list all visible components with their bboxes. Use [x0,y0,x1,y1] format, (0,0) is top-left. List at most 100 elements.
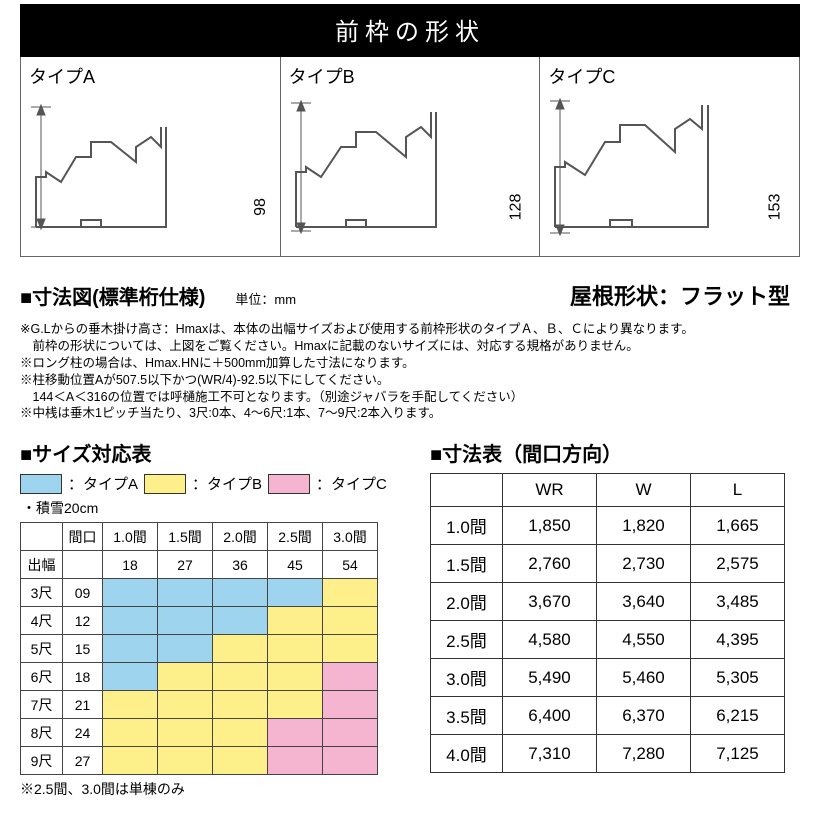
note-line: ※G.Lからの垂木掛け高さ：Hmaxは、本体の出幅サイズおよび使用する前枠形状の… [20,321,800,338]
grid-colnum: 45 [268,551,323,579]
grid-cell [158,691,213,719]
grid-cell [158,719,213,747]
dim-table-title: ■寸法表（間口方向） [430,438,800,467]
dim-cell: 3,670 [503,583,597,621]
dim-cell: 1.0間 [431,507,503,545]
diagram-row: タイプA 98 タイプB [20,57,800,257]
dim-cell: 7,125 [691,735,785,773]
dim-header: W [597,474,691,507]
dim-header: WR [503,474,597,507]
grid-cell [323,719,378,747]
grid-cell [158,663,213,691]
roof-shape-label: 屋根形状：フラット型 [570,279,790,311]
type-a-label: タイプA [29,63,95,89]
dim-header: L [691,474,785,507]
grid-colnum: 36 [213,551,268,579]
profile-a-icon [31,97,211,247]
grid-rowlabel: 8尺 [21,719,63,747]
dim-cell: 6,400 [503,697,597,735]
dim-cell: 3,485 [691,583,785,621]
grid-cell [158,635,213,663]
grid-rownum: 12 [63,607,103,635]
dim-cell: 6,215 [691,697,785,735]
diagram-type-c: タイプC 153 [540,57,800,257]
grid-cell [323,663,378,691]
swatch-a [20,474,62,494]
grid-rownum: 09 [63,579,103,607]
grid-cell [103,747,158,775]
grid-cell [323,691,378,719]
grid-cell [103,691,158,719]
legend-c-label: ：タイプC [316,473,387,494]
grid-cell [268,579,323,607]
grid-cell [103,663,158,691]
grid-rowlabel: 4尺 [21,607,63,635]
dim-cell: 3.0間 [431,659,503,697]
dimension-diagram-heading: ■寸法図(標準桁仕様) [20,281,205,310]
note-line: 前枠の形状については、上図をご覧ください。Hmaxに記載のないサイズには、対応す… [20,338,800,355]
banner-title: 前枠の形状 [20,4,800,57]
dim-cell: 5,460 [597,659,691,697]
profile-b-icon [291,97,481,247]
note-line: 144＜A＜316の位置では呼樋施工不可となります。（別途ジャバラを手配してくだ… [20,389,800,406]
dim-cell: 6,370 [597,697,691,735]
note-line: ※ロング柱の場合は、Hmax.HNに＋500mm加算した寸法になります。 [20,355,800,372]
grid-cell [268,747,323,775]
dim-header [431,474,503,507]
grid-colnum: 27 [158,551,213,579]
dim-cell: 1,820 [597,507,691,545]
dim-cell: 1,665 [691,507,785,545]
grid-col: 1.0間 [103,523,158,551]
grid-cell [268,691,323,719]
dim-cell: 2,575 [691,545,785,583]
grid-col: 2.0間 [213,523,268,551]
dim-arrow-icon [550,97,570,252]
grid-rownum: 18 [63,663,103,691]
dim-cell: 2.5間 [431,621,503,659]
dim-cell: 7,310 [503,735,597,773]
grid-cell [103,719,158,747]
grid-colnum: 54 [323,551,378,579]
grid-colnum: 18 [103,551,158,579]
type-b-dim: 128 [507,194,525,221]
dim-cell: 3.5間 [431,697,503,735]
grid-rownum: 27 [63,747,103,775]
grid-cell [323,579,378,607]
grid-cell [103,635,158,663]
dim-cell: 2.0間 [431,583,503,621]
note-line: ※中桟は垂木1ピッチ当たり、3尺:0本、4～6尺:1本、7～9尺:2本入ります。 [20,405,800,422]
grid-col: 3.0間 [323,523,378,551]
legend-a-label: ：タイプA [68,473,138,494]
unit-label: 単位：mm [235,289,296,308]
dim-cell: 1,850 [503,507,597,545]
col-head: 間口 [63,523,103,551]
size-table-title: ■サイズ対応表 [20,438,410,467]
grid-rowlabel: 5尺 [21,635,63,663]
grid-cell [158,607,213,635]
notes-block: ※G.Lからの垂木掛け高さ：Hmaxは、本体の出幅サイズおよび使用する前枠形状の… [20,321,800,422]
dim-cell: 5,305 [691,659,785,697]
grid-cell [158,747,213,775]
grid-cell [213,607,268,635]
legend-row: ：タイプA ：タイプB ：タイプC [20,473,410,494]
dim-cell: 2,760 [503,545,597,583]
grid-cell [213,691,268,719]
grid-cell [268,663,323,691]
dim-cell: 4,550 [597,621,691,659]
dim-cell: 5,490 [503,659,597,697]
grid-col: 2.5間 [268,523,323,551]
grid-footnote: ※2.5間、3.0間は単棟のみ [20,779,410,799]
grid-cell [213,635,268,663]
snow-label: ・積雪20cm [22,498,410,518]
grid-rownum: 15 [63,635,103,663]
type-c-label: タイプC [548,63,615,89]
dim-cell: 2,730 [597,545,691,583]
dimension-table: WRWL1.0間1,8501,8201,6651.5間2,7602,7302,5… [430,473,785,773]
grid-rowlabel: 7尺 [21,691,63,719]
grid-cell [213,663,268,691]
dim-cell: 3,640 [597,583,691,621]
dim-cell: 4.0間 [431,735,503,773]
grid-rowlabel: 9尺 [21,747,63,775]
dim-cell: 4,395 [691,621,785,659]
swatch-c [268,474,310,494]
